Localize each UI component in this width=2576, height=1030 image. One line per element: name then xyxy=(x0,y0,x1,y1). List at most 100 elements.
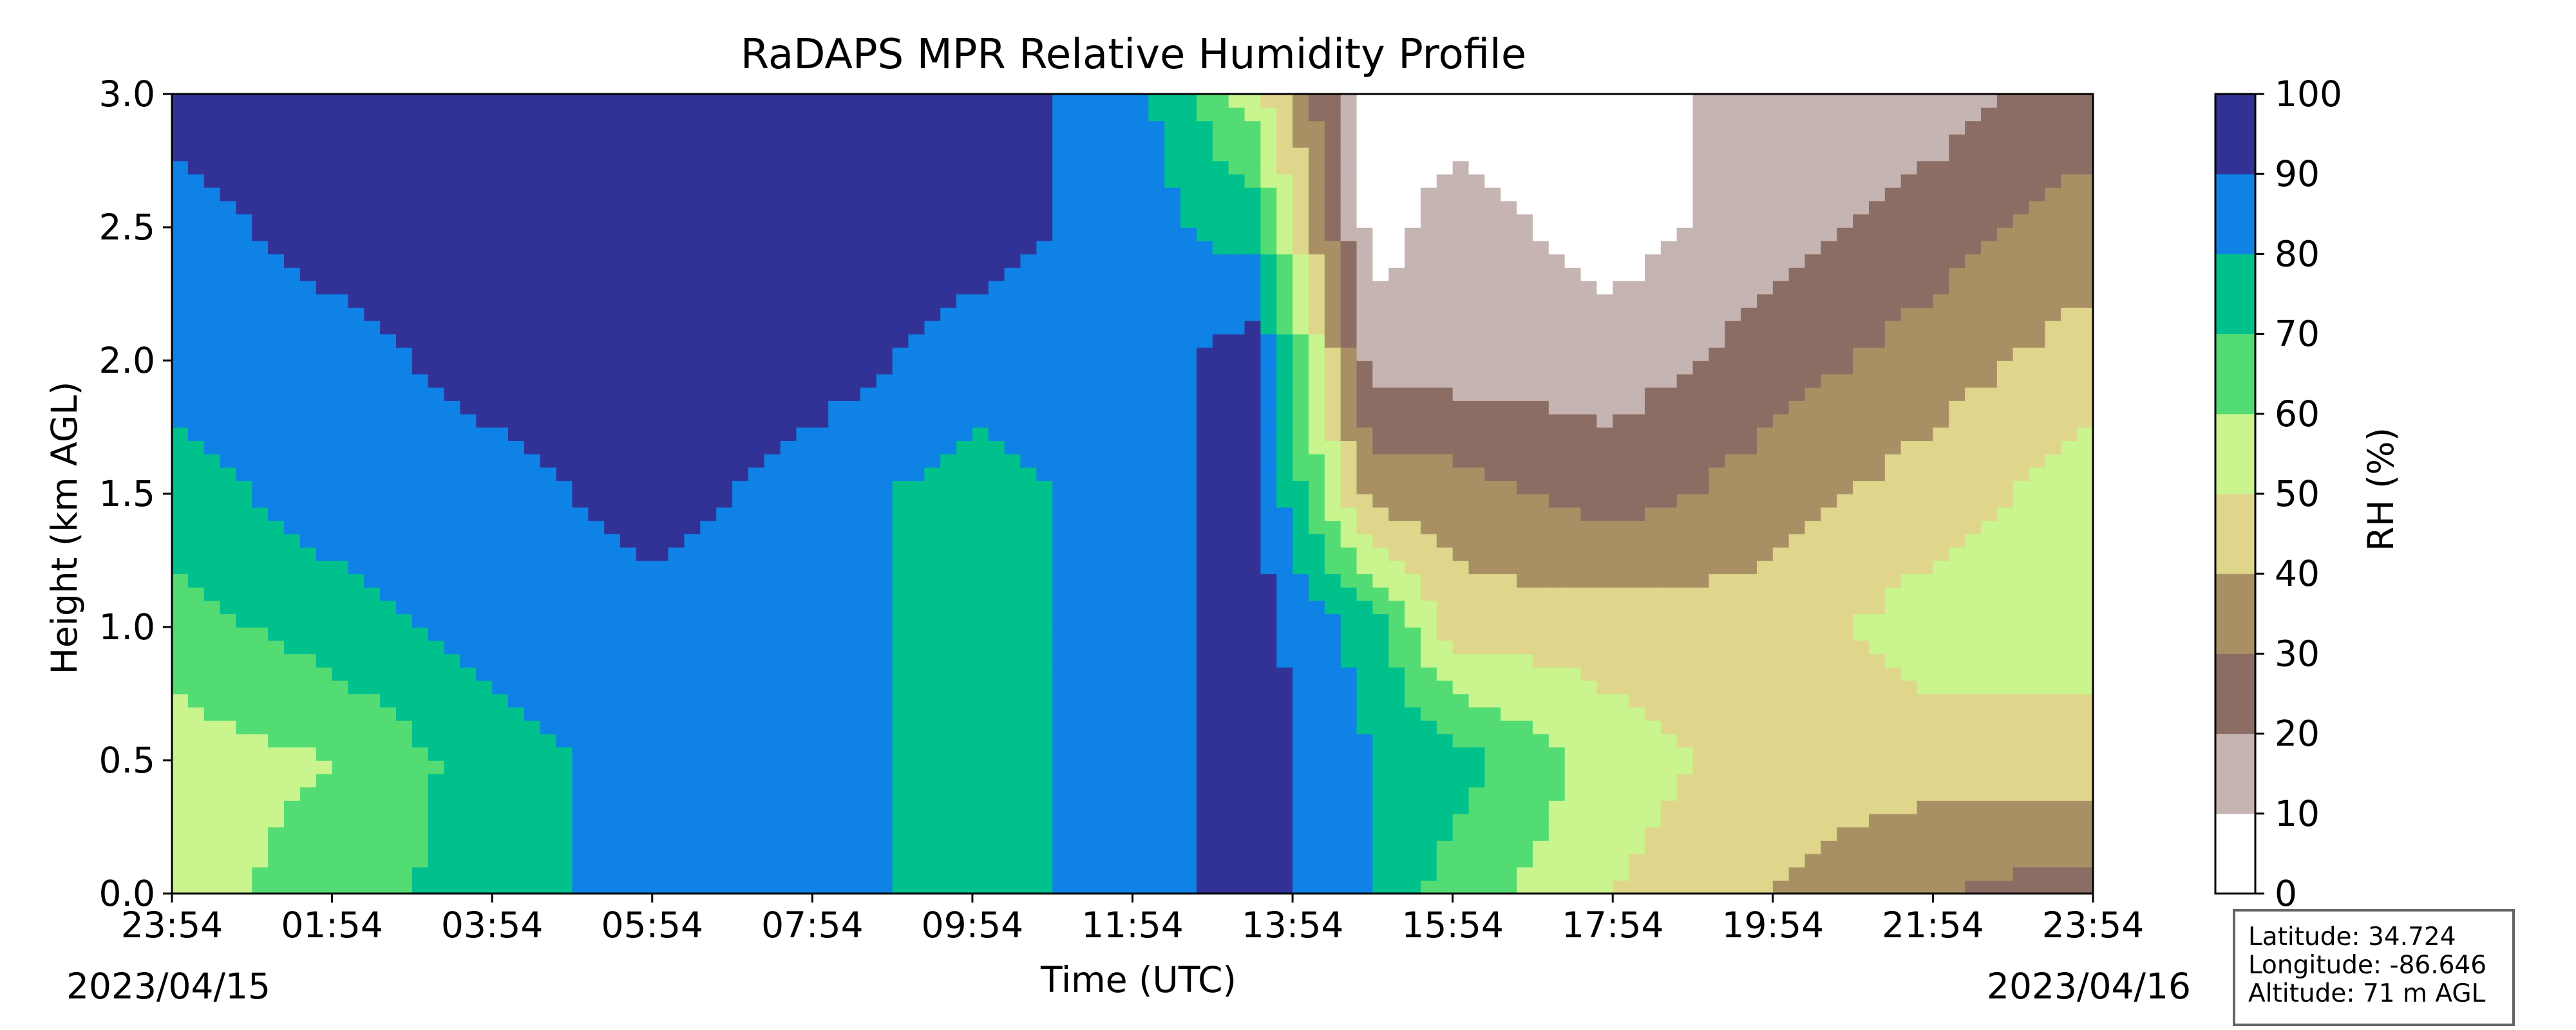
contour-cell xyxy=(412,254,429,268)
contour-cell xyxy=(1068,574,1085,588)
contour-cell xyxy=(652,107,669,122)
contour-cell xyxy=(284,240,301,255)
contour-cell xyxy=(972,480,989,494)
contour-cell xyxy=(1260,534,1278,548)
contour-cell xyxy=(956,680,973,695)
contour-cell xyxy=(908,467,925,482)
contour-cell xyxy=(796,600,813,615)
contour-cell xyxy=(1068,613,1085,628)
contour-cell xyxy=(892,827,909,841)
contour-cell xyxy=(716,760,733,774)
contour-cell xyxy=(1004,574,1021,588)
contour-cell xyxy=(940,227,957,241)
contour-cell xyxy=(172,733,189,748)
contour-cell xyxy=(892,760,909,774)
contour-cell xyxy=(348,760,365,774)
contour-cell xyxy=(348,254,365,268)
contour-cell xyxy=(1052,267,1069,281)
contour-cell xyxy=(780,120,797,135)
contour-cell xyxy=(764,773,781,788)
contour-cell xyxy=(412,627,429,641)
contour-cell xyxy=(476,640,493,655)
contour-cell xyxy=(1164,254,1181,268)
contour-cell xyxy=(716,240,733,255)
contour-cell xyxy=(1356,347,1374,361)
contour-cell xyxy=(812,627,829,641)
contour-cell xyxy=(316,653,333,668)
contour-cell xyxy=(187,840,205,854)
contour-cell xyxy=(1004,480,1021,494)
contour-cell xyxy=(508,813,525,828)
contour-cell xyxy=(428,853,445,868)
contour-cell xyxy=(1340,507,1358,521)
contour-cell xyxy=(1164,280,1181,295)
contour-cell xyxy=(1308,107,1325,122)
contour-cell xyxy=(1004,400,1021,415)
contour-cell xyxy=(1052,813,1069,828)
contour-cell xyxy=(1132,574,1150,588)
contour-cell xyxy=(876,840,893,854)
contour-cell xyxy=(1340,640,1358,655)
contour-cell xyxy=(780,333,797,348)
contour-cell xyxy=(1212,227,1229,241)
contour-cell xyxy=(940,254,957,268)
contour-cell xyxy=(1420,440,1437,454)
contour-cell xyxy=(524,360,541,375)
contour-cell xyxy=(332,480,349,494)
contour-cell xyxy=(876,760,893,774)
contour-cell xyxy=(1436,200,1454,215)
contour-cell xyxy=(1308,494,1325,508)
contour-cell xyxy=(860,413,877,428)
contour-cell xyxy=(972,400,989,415)
contour-cell xyxy=(1388,693,1405,707)
contour-cell xyxy=(876,294,893,308)
contour-cell xyxy=(396,600,413,615)
contour-cell xyxy=(348,813,365,828)
contour-cell xyxy=(924,813,941,828)
contour-cell xyxy=(716,294,733,308)
contour-cell xyxy=(1244,880,1262,894)
contour-cell xyxy=(540,240,557,255)
contour-cell xyxy=(844,840,861,854)
contour-cell xyxy=(972,880,989,894)
contour-cell xyxy=(1148,160,1166,174)
contour-cell xyxy=(860,347,877,361)
contour-cell xyxy=(1468,147,1486,162)
contour-cell xyxy=(1484,107,1502,122)
contour-cell xyxy=(428,494,445,508)
contour-cell xyxy=(796,560,813,574)
contour-cell xyxy=(1084,720,1101,735)
contour-cell xyxy=(588,507,605,521)
contour-cell xyxy=(780,413,797,428)
contour-cell xyxy=(860,840,877,854)
contour-cell xyxy=(1020,467,1037,482)
contour-cell xyxy=(748,200,765,215)
contour-cell xyxy=(1308,534,1325,548)
contour-cell xyxy=(604,720,621,735)
contour-cell xyxy=(620,560,637,574)
contour-cell xyxy=(1164,627,1181,641)
contour-cell xyxy=(1436,373,1454,388)
contour-cell xyxy=(636,720,653,735)
contour-cell xyxy=(1196,467,1213,482)
contour-cell xyxy=(988,720,1005,735)
contour-cell xyxy=(508,733,525,748)
contour-cell xyxy=(668,107,685,122)
contour-cell xyxy=(299,720,317,735)
contour-cell xyxy=(1452,333,1470,348)
contour-cell xyxy=(1116,267,1133,281)
contour-cell xyxy=(940,347,957,361)
contour-cell xyxy=(1148,267,1166,281)
contour-cell xyxy=(1293,107,1309,122)
contour-cell xyxy=(1260,227,1278,241)
contour-cell xyxy=(396,707,413,721)
contour-cell xyxy=(1356,294,1374,308)
contour-cell xyxy=(828,373,845,388)
contour-cell xyxy=(1132,94,1150,108)
contour-cell xyxy=(268,760,285,774)
contour-cell xyxy=(524,187,541,201)
contour-cell xyxy=(700,160,717,174)
contour-cell xyxy=(572,294,589,308)
contour-cell xyxy=(284,707,301,721)
contour-cell xyxy=(1196,227,1213,241)
